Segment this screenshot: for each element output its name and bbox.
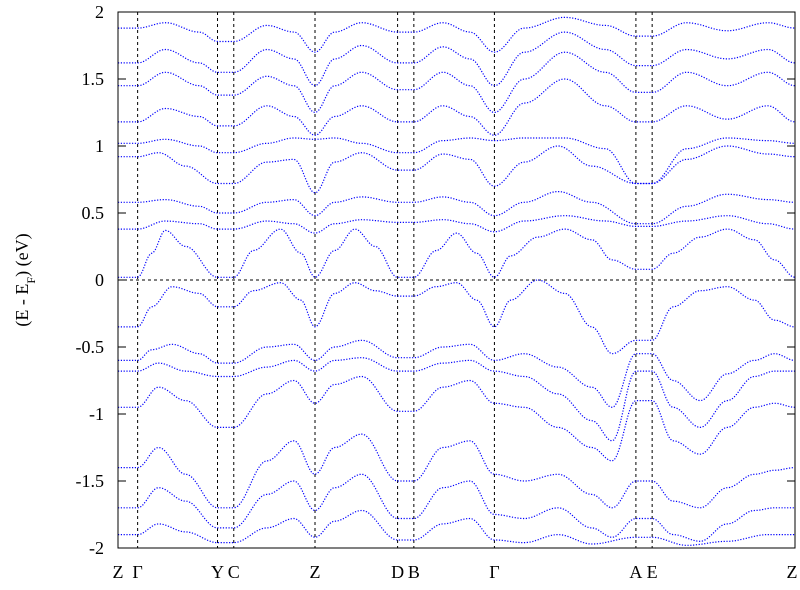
band-0 [118,228,796,278]
kpoint-label-5: D [391,562,404,582]
kpoint-label-10: Z [787,562,798,582]
band-9 [118,279,796,355]
y-axis-title-tail: ) (eV) [12,233,33,276]
band-13 [118,433,795,509]
y-tick-label: 2 [95,2,104,22]
kpoint-label-2: Y [211,562,224,582]
band-12 [118,375,796,462]
y-axis-title-subscript: F [24,277,38,284]
y-tick-label: 0 [95,270,104,290]
y-tick-label: -2 [89,538,104,558]
y-axis-ticks: -2 -1.5 -1 -0.5 0 0.5 1 1.5 2 [76,2,795,558]
y-tick-label: 0.5 [82,203,105,223]
band-3 [118,145,795,194]
y-tick-label: -0.5 [76,337,105,357]
y-tick-label: -1.5 [76,471,105,491]
band-14 [118,473,795,542]
kpoint-label-1: Γ [132,562,142,582]
band-6 [118,51,796,114]
kpoint-label-3: C [228,562,240,582]
band-4 [118,137,795,185]
grid-lines [118,12,795,548]
kpoint-label-9: E [647,562,658,582]
band-7 [118,31,796,87]
band-8 [118,16,796,53]
band-2 [118,191,795,225]
y-axis-title-main: (E - E [12,284,33,327]
band-15 [118,509,795,546]
kpoint-label-8: A [629,562,642,582]
band-5 [118,78,796,136]
band-series [118,16,796,546]
y-tick-label: -1 [89,404,104,424]
kpoint-label-0: Z [113,562,124,582]
y-tick-label: 1.5 [82,69,105,89]
kpoint-label-6: B [408,562,420,582]
kpoint-label-4: Z [310,562,321,582]
band-11 [118,357,795,442]
y-axis-title: (E - EF) (eV) [12,233,38,326]
kpoint-label-7: Γ [489,562,499,582]
y-tick-label: 1 [95,136,104,156]
band-10 [118,339,796,408]
band-1 [118,215,796,234]
